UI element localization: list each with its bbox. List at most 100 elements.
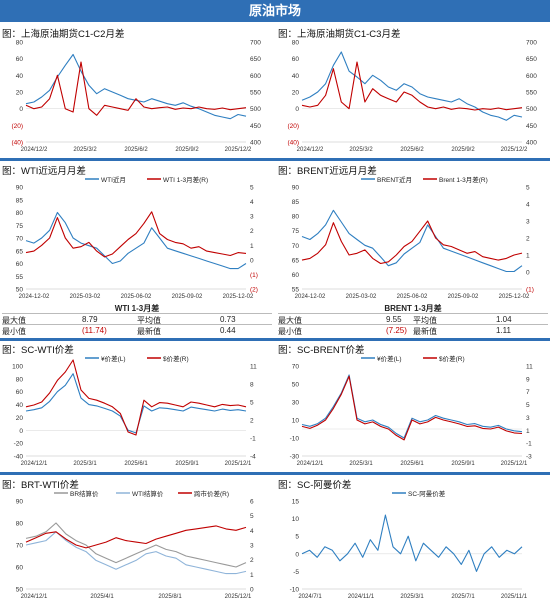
y-tick-label-right: 5 xyxy=(250,400,254,407)
y-tick-label-right: 700 xyxy=(250,40,261,47)
x-tick-label: 2024/12/2 xyxy=(297,147,324,153)
x-tick-label: 2025/7/1 xyxy=(451,594,475,600)
y-tick-label-right: 5 xyxy=(526,185,530,192)
stats-label: 最大值 xyxy=(278,316,302,325)
stats-title: WTI 1-3月差 xyxy=(114,304,160,313)
y-tick-label-left: 85 xyxy=(292,199,300,206)
y-tick-label-left: 50 xyxy=(16,587,24,594)
y-tick-label-right: -4 xyxy=(250,454,256,461)
y-tick-label-right: 400 xyxy=(526,140,537,147)
chart-panel: 图：上海原油期货C1-C2月差 80 60 40 20 0 (20) (40) 700 650 6… xyxy=(2,26,272,156)
y-tick-label-right: 0 xyxy=(250,257,254,264)
stats-table-brent: BRENT 1-3月差 最大值 9.55 平均值 1.04 最小值 (7.25)… xyxy=(278,303,548,337)
y-tick-label-left: 20 xyxy=(16,415,24,422)
x-tick-label: 2025-12-02 xyxy=(223,294,254,300)
y-tick-label-left: 80 xyxy=(292,40,300,47)
y-tick-label-left: 75 xyxy=(292,228,300,235)
y-tick-label-right: 1 xyxy=(526,428,530,435)
series-line xyxy=(301,209,523,273)
y-tick-label-left: (20) xyxy=(11,123,23,130)
y-tick-label-left: 70 xyxy=(292,243,300,250)
x-tick-label: 2025/12/1 xyxy=(501,461,528,467)
y-tick-label-right: 2 xyxy=(250,228,254,235)
stats-label: 最新值 xyxy=(137,327,161,336)
stats-row: 最大值 9.55 平均值 1.04 xyxy=(278,313,548,325)
y-tick-label-left: -20 xyxy=(14,441,24,448)
y-tick-label-left: 0 xyxy=(295,106,299,113)
y-tick-label-right: 0 xyxy=(526,270,530,277)
chart-title: 图：BRT-WTI价差 xyxy=(2,480,79,491)
series-line xyxy=(25,53,247,120)
y-tick-label-right: (1) xyxy=(526,287,534,294)
y-tick-label-right: 4 xyxy=(250,199,254,206)
y-tick-label-right: 1 xyxy=(250,572,254,579)
y-tick-label-right: 450 xyxy=(250,123,261,130)
y-tick-label-right: 400 xyxy=(250,140,261,147)
y-tick-label-right: 4 xyxy=(250,528,254,535)
y-tick-label-right: 11 xyxy=(250,364,257,371)
x-tick-label: 2025/3/1 xyxy=(349,461,373,467)
y-tick-label-right: 700 xyxy=(526,40,537,47)
y-tick-label-left: 70 xyxy=(292,364,300,371)
legend-label: ¥价差(L) xyxy=(377,354,402,363)
stats-value: 0.44 xyxy=(220,326,236,335)
x-tick-label: 2025/6/1 xyxy=(124,461,148,467)
y-tick-label-left: -5 xyxy=(293,569,299,576)
stats-label: 最小值 xyxy=(278,327,302,336)
x-tick-label: 2025-06-02 xyxy=(397,294,428,300)
series-line xyxy=(25,531,247,575)
x-tick-label: 2025/9/2 xyxy=(175,147,199,153)
stats-table-wti: WTI 1-3月差 最大值 8.79 平均值 0.73 最小值 (11.74) … xyxy=(2,303,272,337)
y-tick-label-right: -3 xyxy=(526,454,532,461)
y-tick-label-left: 80 xyxy=(16,210,24,217)
legend-label: $价差(R) xyxy=(439,354,465,363)
x-tick-label: 2025/12/1 xyxy=(225,594,252,600)
y-tick-label-left: 0 xyxy=(19,106,23,113)
legend-label: SC-阿曼价差 xyxy=(408,489,446,498)
y-tick-label-right: 11 xyxy=(526,364,533,371)
x-tick-label: 2024/12/1 xyxy=(21,461,48,467)
x-tick-label: 2025/8/1 xyxy=(158,594,182,600)
y-tick-label-left: 55 xyxy=(292,287,300,294)
series-line xyxy=(301,51,523,121)
legend-label: $价差(R) xyxy=(163,354,189,363)
y-tick-label-left: 40 xyxy=(292,73,300,80)
y-tick-label-left: (40) xyxy=(287,140,299,147)
y-tick-label-left: 65 xyxy=(292,257,300,264)
chart-panel: 图：SC-阿曼价差 SC-阿曼价差 15 10 5 0 -5 -10 2024/7/1 2024… xyxy=(278,477,548,603)
y-tick-label-left: 0 xyxy=(295,551,299,558)
chart-svg: WTI近月 WTI 1-3月差(R) 90 85 80 75 70 65 60 55 50 5 4 3 2 1… xyxy=(16,175,258,300)
series-line xyxy=(25,211,247,258)
y-tick-label-left: 0 xyxy=(19,428,23,435)
series-line xyxy=(25,373,247,434)
chart-panel: 图：BRENT近远月月差 BRENT近月 Brent 1-3月差(R) 90 85 80… xyxy=(278,163,548,303)
section-banner: 原油市场 xyxy=(0,0,550,22)
y-tick-label-left: 90 xyxy=(16,499,24,506)
series-line xyxy=(25,359,247,436)
series-line xyxy=(25,211,247,270)
stats-row: 最小值 (7.25) 最新值 1.11 xyxy=(278,324,548,336)
x-tick-label: 2024/12/2 xyxy=(21,147,48,153)
y-tick-label-right: 5 xyxy=(250,185,254,192)
x-tick-label: 2025/12/1 xyxy=(225,461,252,467)
stats-label: 平均值 xyxy=(137,316,161,325)
chart-panel: 图：BRT-WTI价差 BR结算价 WTI结算价 跨市价差(R) 90 80 70 60 50… xyxy=(2,477,272,603)
divider xyxy=(0,158,550,161)
legend-label: WTI 1-3月差(R) xyxy=(163,175,208,184)
y-tick-label-right: 1 xyxy=(250,243,254,250)
y-tick-label-right: (1) xyxy=(250,272,258,279)
y-tick-label-left: 80 xyxy=(16,376,24,383)
x-tick-label: 2025/3/1 xyxy=(73,461,97,467)
x-tick-label: 2025/11/1 xyxy=(501,594,528,600)
y-tick-label-left: (20) xyxy=(287,123,299,130)
y-tick-label-right: 8 xyxy=(250,382,254,389)
y-tick-label-left: 5 xyxy=(295,534,299,541)
y-tick-label-left: 60 xyxy=(16,56,24,63)
series-line xyxy=(301,61,523,111)
stats-value: 0.73 xyxy=(220,315,236,324)
y-tick-label-right: 3 xyxy=(250,543,254,550)
stats-value: 9.55 xyxy=(386,315,402,324)
y-tick-label-left: 10 xyxy=(292,418,300,425)
x-tick-label: 2025/3/2 xyxy=(349,147,373,153)
y-tick-label-right: 6 xyxy=(250,499,254,506)
